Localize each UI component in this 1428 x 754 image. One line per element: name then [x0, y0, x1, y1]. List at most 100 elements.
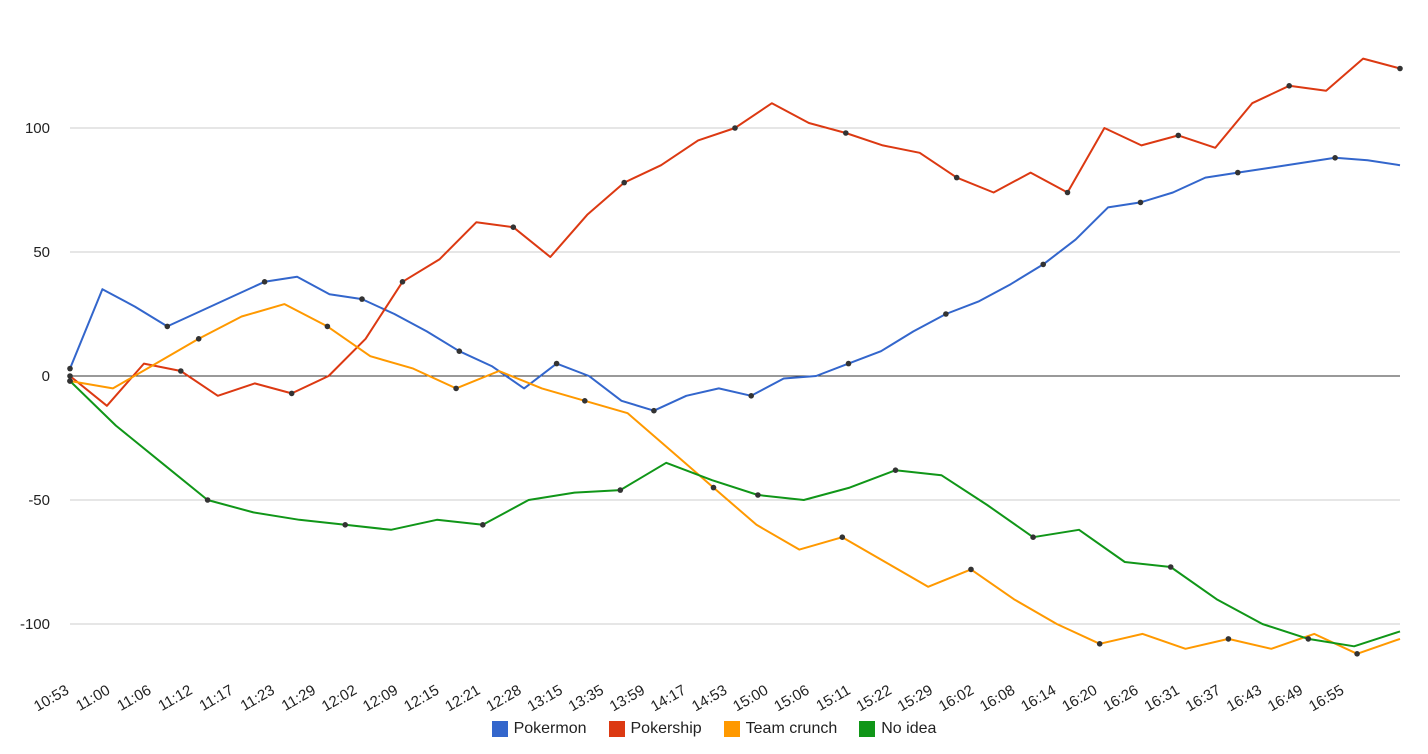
y-tick-label: -100: [20, 616, 50, 633]
data-point[interactable]: [399, 279, 406, 285]
data-point[interactable]: [621, 179, 627, 186]
data-point[interactable]: [67, 378, 73, 384]
legend: Pokermon Pokership Team crunch No idea: [0, 720, 1428, 738]
data-point[interactable]: [953, 174, 960, 181]
data-point[interactable]: [288, 390, 295, 397]
x-tick-label: 10:53: [31, 682, 72, 715]
data-point[interactable]: [67, 365, 73, 372]
data-point[interactable]: [839, 534, 846, 540]
data-point[interactable]: [261, 279, 268, 285]
x-tick-label: 16:08: [977, 682, 1018, 715]
data-point[interactable]: [1225, 636, 1232, 642]
x-tick-label: 15:06: [771, 682, 812, 715]
x-tick-label: 16:14: [1018, 682, 1059, 715]
x-tick-label: 11:06: [114, 682, 154, 715]
data-point[interactable]: [178, 368, 184, 374]
data-point[interactable]: [453, 385, 459, 392]
data-point[interactable]: [1286, 83, 1292, 89]
data-point[interactable]: [755, 492, 761, 498]
data-point[interactable]: [510, 224, 517, 230]
legend-swatch: [859, 721, 876, 737]
data-point[interactable]: [710, 484, 717, 491]
data-point[interactable]: [1332, 155, 1338, 161]
data-point[interactable]: [892, 467, 899, 474]
data-point[interactable]: [1175, 132, 1182, 139]
data-point[interactable]: [732, 125, 738, 131]
data-point[interactable]: [359, 296, 365, 302]
x-tick-label: 12:09: [360, 682, 401, 715]
data-point[interactable]: [164, 323, 171, 330]
data-point[interactable]: [1235, 169, 1241, 176]
x-tick-label: 16:49: [1265, 682, 1306, 715]
data-point[interactable]: [1064, 189, 1071, 196]
legend-swatch: [491, 721, 508, 737]
x-tick-label: 13:59: [607, 682, 648, 715]
data-point[interactable]: [324, 323, 331, 330]
x-tick-label: 11:23: [238, 682, 278, 715]
series-lines: [67, 57, 1403, 657]
series-line-team-crunch[interactable]: [69, 303, 1401, 655]
data-point[interactable]: [1137, 199, 1144, 206]
series-line-pokership[interactable]: [69, 57, 1401, 407]
data-point[interactable]: [553, 360, 560, 367]
x-tick-label: 15:11: [813, 682, 853, 715]
data-point[interactable]: [748, 393, 754, 399]
x-tick-label: 14:17: [648, 682, 689, 715]
x-tick-label: 12:15: [401, 682, 442, 715]
data-point[interactable]: [845, 360, 852, 367]
y-tick-label: 50: [33, 244, 50, 261]
data-point[interactable]: [843, 130, 849, 136]
data-point[interactable]: [67, 373, 73, 379]
x-tick-label: 15:29: [895, 682, 936, 715]
x-tick-label: 16:37: [1183, 682, 1224, 715]
legend-label: Team crunch: [745, 720, 838, 737]
legend-item-team-crunch[interactable]: Team crunch: [723, 720, 838, 738]
x-axis-ticks: 10:53 11:00 11:06 11:12 11:17 11:23 11:29 12:02…: [31, 682, 1347, 715]
x-tick-label: 16:55: [1306, 682, 1347, 715]
data-point[interactable]: [204, 497, 211, 503]
legend-label: Pokership: [630, 720, 702, 737]
x-tick-label: 11:29: [279, 682, 319, 715]
x-tick-label: 12:28: [483, 682, 524, 715]
data-point[interactable]: [943, 311, 949, 317]
x-tick-label: 12:21: [442, 682, 483, 715]
series-line-pokermon[interactable]: [69, 156, 1401, 412]
legend-label: Pokermon: [513, 720, 587, 737]
data-point[interactable]: [1096, 641, 1103, 647]
legend-item-no-idea[interactable]: No idea: [859, 720, 936, 738]
legend-swatch: [608, 721, 625, 737]
y-axis-ticks: 100 50 0 -50 -100: [20, 120, 50, 633]
x-tick-label: 11:17: [196, 682, 236, 715]
y-tick-label: 100: [25, 120, 50, 137]
data-point[interactable]: [651, 407, 657, 414]
x-tick-label: 16:02: [936, 682, 977, 715]
x-tick-label: 16:20: [1059, 682, 1100, 715]
x-tick-label: 13:35: [566, 682, 607, 715]
data-point[interactable]: [1354, 651, 1360, 657]
data-point[interactable]: [480, 522, 486, 528]
legend-label: No idea: [881, 720, 937, 737]
series-line-no-idea[interactable]: [69, 380, 1401, 648]
data-point[interactable]: [1305, 636, 1312, 642]
x-tick-label: 16:43: [1224, 682, 1265, 715]
data-point[interactable]: [342, 522, 349, 528]
x-tick-label: 11:12: [155, 682, 195, 715]
data-point[interactable]: [968, 566, 974, 573]
x-tick-label: 16:31: [1141, 682, 1182, 715]
data-point[interactable]: [1397, 65, 1403, 72]
x-tick-label: 14:53: [689, 682, 730, 715]
y-tick-label: -50: [28, 492, 50, 509]
x-tick-label: 16:26: [1100, 682, 1141, 715]
x-tick-label: 15:22: [854, 682, 895, 715]
data-point[interactable]: [1167, 564, 1174, 570]
data-point[interactable]: [456, 348, 463, 355]
data-point[interactable]: [617, 487, 624, 493]
legend-item-pokership[interactable]: Pokership: [608, 720, 702, 738]
legend-swatch: [723, 721, 740, 737]
data-point[interactable]: [582, 398, 588, 404]
legend-item-pokermon[interactable]: Pokermon: [491, 720, 587, 738]
data-point[interactable]: [1040, 261, 1046, 268]
data-point[interactable]: [1030, 534, 1036, 540]
data-point[interactable]: [195, 336, 202, 342]
